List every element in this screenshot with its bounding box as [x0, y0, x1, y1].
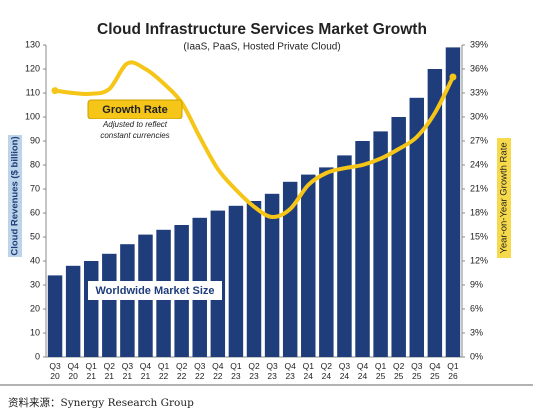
y-tick-label: 120 — [25, 63, 40, 73]
x-tick-label: Q2 21 — [103, 361, 115, 381]
annotation-box — [88, 281, 222, 300]
y2-tick-label: 39% — [470, 39, 488, 49]
y2-tick-label: 12% — [470, 255, 488, 265]
y2-tick-label: 24% — [470, 159, 488, 169]
annotation: Growth Rate — [102, 104, 167, 116]
bar — [355, 141, 370, 357]
line-point — [51, 87, 59, 95]
y2-tick-label: 6% — [470, 303, 483, 313]
y2-axis-label: Year-on-Year Growth Rate — [499, 142, 510, 253]
bar — [409, 97, 425, 358]
bar — [264, 193, 280, 357]
x-tick-label: Q2 23 — [248, 361, 260, 381]
x-tick-label: Q3 23 — [266, 361, 278, 381]
x-tick-label: Q2 25 — [393, 361, 405, 381]
y2-tick-label: 33% — [470, 87, 488, 97]
y2-label-box — [497, 138, 511, 258]
x-tick-label: Q3 24 — [338, 361, 351, 381]
y-tick-label: 70 — [30, 183, 40, 193]
bar — [301, 174, 316, 357]
annotation: constant currencies — [100, 131, 169, 140]
y2-tick-label: 0% — [470, 351, 483, 361]
chart-title: Cloud Infrastructure Services Market Gro… — [97, 21, 427, 38]
y-tick-label: 80 — [30, 159, 40, 169]
y2-tick-label: 36% — [470, 63, 488, 73]
bar — [228, 205, 244, 357]
y-tick-label: 20 — [30, 303, 40, 313]
y-tick-label: 90 — [30, 135, 40, 145]
bar — [427, 69, 443, 357]
x-tick-label: Q2 22 — [175, 361, 188, 381]
y-tick-label: 40 — [30, 255, 40, 265]
x-tick-label: Q1 24 — [302, 361, 314, 381]
y-tick-label: 10 — [30, 327, 40, 337]
y2-tick-label: 21% — [470, 183, 488, 193]
y2-tick-label: 15% — [470, 231, 488, 241]
y2-tick-label: 30% — [470, 111, 488, 121]
bar — [83, 261, 99, 357]
x-tick-label: Q4 23 — [284, 361, 296, 381]
y2-tick-label: 9% — [470, 279, 483, 289]
x-tick-label: Q2 24 — [320, 361, 333, 381]
x-tick-label: Q1 22 — [157, 361, 170, 381]
x-tick-label: Q4 24 — [356, 361, 369, 381]
x-tick-label: Q4 25 — [429, 361, 441, 381]
x-tick-label: Q3 22 — [194, 361, 206, 381]
x-tick-label: Q1 23 — [230, 361, 242, 381]
y-tick-label: 30 — [30, 279, 40, 289]
y2-tick-label: 18% — [470, 207, 488, 217]
bar — [102, 253, 117, 357]
bar — [337, 155, 352, 357]
bar — [120, 244, 135, 357]
y-axis-label: Cloud Revenues ($ billion) — [10, 136, 21, 255]
source: 资料来源：Synergy Research Group — [8, 396, 194, 409]
bar — [246, 201, 262, 357]
y-tick-label: 60 — [30, 207, 40, 217]
bar — [373, 131, 388, 357]
y2-tick-label: 3% — [470, 327, 483, 337]
bar — [282, 181, 298, 357]
annotation-box — [84, 119, 186, 143]
bar — [47, 275, 63, 357]
line-point — [449, 73, 457, 81]
y-tick-label: 100 — [25, 111, 40, 121]
bar — [445, 47, 461, 358]
bar — [391, 117, 406, 357]
y-tick-label: 110 — [26, 87, 40, 97]
annotation: Adjusted to reflect — [102, 120, 168, 129]
x-tick-label: Q3 20 — [49, 361, 61, 381]
x-tick-label: Q3 25 — [411, 361, 423, 381]
y-tick-label: 50 — [30, 231, 40, 241]
y-label-box — [8, 135, 22, 257]
y2-tick-label: 27% — [470, 135, 488, 145]
x-tick-label: Q3 21 — [121, 361, 134, 381]
x-tick-label: Q4 20 — [67, 361, 79, 381]
bar — [319, 167, 334, 357]
chart-subtitle: (IaaS, PaaS, Hosted Private Cloud) — [183, 42, 340, 53]
bar — [65, 265, 81, 357]
x-tick-label: Q1 21 — [85, 361, 97, 381]
x-tick-label: Q4 21 — [139, 361, 152, 381]
x-tick-label: Q4 22 — [212, 361, 224, 381]
growth-line — [54, 60, 455, 220]
annotation: Worldwide Market Size — [96, 285, 215, 297]
x-tick-label: Q1 25 — [374, 361, 387, 381]
x-tick-label: Q1 26 — [447, 361, 459, 381]
y-tick-label: 0 — [35, 351, 40, 361]
y-tick-label: 130 — [25, 39, 40, 49]
